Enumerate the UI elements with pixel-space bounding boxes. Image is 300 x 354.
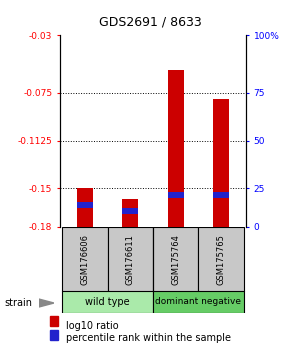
Text: percentile rank within the sample: percentile rank within the sample <box>66 333 231 343</box>
Bar <box>198 227 244 292</box>
Bar <box>108 227 153 292</box>
Bar <box>77 202 93 208</box>
Bar <box>62 291 153 313</box>
Text: wild type: wild type <box>85 297 130 307</box>
Bar <box>50 330 58 340</box>
Bar <box>213 99 229 227</box>
Polygon shape <box>39 299 54 307</box>
Bar <box>62 227 108 292</box>
Bar <box>122 199 138 227</box>
Bar <box>122 208 138 215</box>
Text: GSM175764: GSM175764 <box>171 234 180 285</box>
Bar <box>168 192 184 198</box>
Text: GDS2691 / 8633: GDS2691 / 8633 <box>99 16 201 29</box>
Bar <box>213 192 229 198</box>
Text: GSM176611: GSM176611 <box>126 234 135 285</box>
Bar <box>77 188 93 227</box>
Bar <box>153 227 198 292</box>
Bar <box>50 316 58 326</box>
Text: GSM176606: GSM176606 <box>80 234 89 285</box>
Text: dominant negative: dominant negative <box>155 297 242 306</box>
Text: log10 ratio: log10 ratio <box>66 321 118 331</box>
Text: strain: strain <box>4 298 32 308</box>
Text: GSM175765: GSM175765 <box>217 234 226 285</box>
Bar <box>153 291 244 313</box>
Bar <box>168 70 184 227</box>
